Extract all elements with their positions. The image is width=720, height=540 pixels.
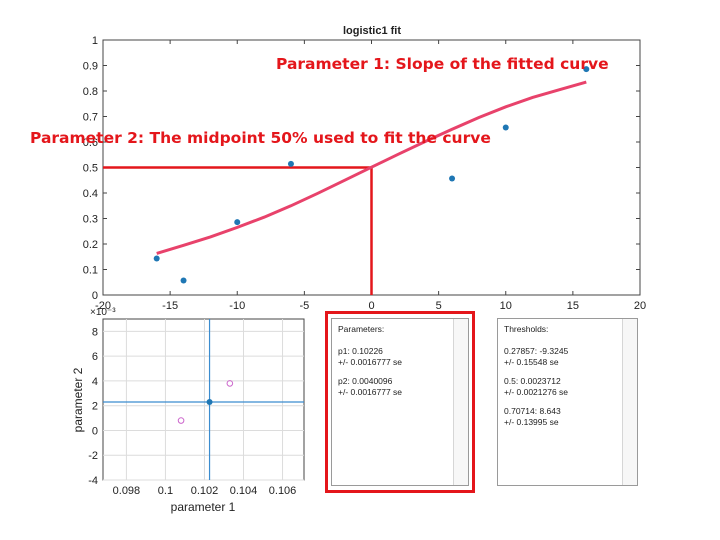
parameters-panel: Parameters: p1: 0.10226 +/- 0.0016777 se… bbox=[331, 318, 469, 486]
threshold-1-se: +/- 0.15548 se bbox=[504, 357, 559, 367]
parameter-x-tick-label: 0.104 bbox=[230, 485, 258, 497]
fit-y-tick-label: 0.2 bbox=[83, 239, 98, 251]
fitted-curve bbox=[156, 80, 587, 255]
fit-x-tick-label: 10 bbox=[500, 300, 512, 312]
fit-y-tick-label: 0 bbox=[92, 290, 98, 302]
data-point bbox=[153, 255, 160, 262]
threshold-3-se: +/- 0.13995 se bbox=[504, 417, 559, 427]
fit-y-tick-label: 0.8 bbox=[83, 86, 98, 98]
fit-x-tick-label: -10 bbox=[229, 300, 245, 312]
data-points bbox=[153, 66, 590, 284]
data-point bbox=[180, 277, 187, 284]
parameter-x-tick-label: 0.106 bbox=[269, 485, 297, 497]
parameter-y-tick-label: 6 bbox=[92, 351, 98, 363]
fit-y-tick-label: 0.4 bbox=[83, 188, 98, 200]
thresholds-panel: Thresholds: 0.27857: -9.3245 +/- 0.15548… bbox=[497, 318, 638, 486]
fit-y-tick-label: 0.3 bbox=[83, 214, 98, 226]
parameter-x-tick-label: 0.1 bbox=[158, 485, 173, 497]
fit-x-tick-label: -20 bbox=[95, 300, 111, 312]
threshold-1-block: 0.27857: -9.3245 +/- 0.15548 se bbox=[504, 346, 568, 368]
parameter-estimate-point bbox=[206, 398, 213, 405]
parameter-y-tick-label: 8 bbox=[92, 326, 98, 338]
threshold-2-value: 0.5: 0.0023712 bbox=[504, 376, 561, 386]
parameters-highlight-box bbox=[325, 311, 475, 493]
data-point bbox=[583, 66, 590, 73]
fit-y-tick-label: 0.1 bbox=[83, 265, 98, 277]
fit-y-tick-label: 0.9 bbox=[83, 61, 98, 73]
fit-x-tick-label: -15 bbox=[162, 300, 178, 312]
thresholds-panel-title: Thresholds: bbox=[504, 324, 549, 334]
data-point bbox=[234, 219, 241, 226]
parameter-plot-axes-box bbox=[102, 318, 305, 481]
fit-x-tick-label: 5 bbox=[436, 300, 442, 312]
threshold-2-block: 0.5: 0.0023712 +/- 0.0021276 se bbox=[504, 376, 568, 398]
threshold-2-se: +/- 0.0021276 se bbox=[504, 387, 569, 397]
parameter-sample-point bbox=[226, 380, 234, 387]
threshold-1-value: 0.27857: -9.3245 bbox=[504, 346, 569, 356]
parameter-plot-ticks: 0.098 0.1 0.102 0.104 0.106 -4 -2 0 2 4 6 8 bbox=[88, 326, 296, 497]
parameter-x-tick-label: 0.102 bbox=[191, 485, 219, 497]
parameter-y-tick-label: -2 bbox=[88, 450, 98, 462]
threshold-3-value: 0.70714: 8.643 bbox=[504, 406, 561, 416]
parameter-2-block: p2: 0.0040096 +/- 0.0016777 se bbox=[338, 376, 402, 398]
parameter-points bbox=[177, 380, 234, 424]
parameter-plot-grid bbox=[103, 319, 304, 481]
fit-x-tick-label: 0 bbox=[368, 300, 374, 312]
parameter-sample-point bbox=[177, 417, 185, 424]
midpoint-annotation: Parameter 2: The midpoint 50% used to fi… bbox=[30, 129, 491, 147]
parameter-y-tick-label: 0 bbox=[92, 425, 98, 437]
fit-y-tick-label: 0.5 bbox=[83, 163, 98, 175]
fit-y-tick-label: 0.7 bbox=[83, 112, 98, 124]
parameter-1-se: +/- 0.0016777 se bbox=[338, 357, 403, 367]
parameter-x-tick-label: 0.098 bbox=[113, 485, 141, 497]
fit-y-tick-label: 0.6 bbox=[83, 137, 98, 149]
parameter-2-se: +/- 0.0016777 se bbox=[338, 387, 403, 397]
parameter-plot: 0.098 0.1 0.102 0.104 0.106 -4 -2 0 2 4 6 8 ×10⁻³ p… bbox=[71, 307, 305, 514]
parameter-plot-exponent: ×10⁻³ bbox=[90, 307, 116, 318]
parameter-y-tick-label: 2 bbox=[92, 401, 98, 413]
fit-y-tick-label: 1 bbox=[92, 35, 98, 47]
parameters-panel-scrollbar[interactable] bbox=[453, 319, 468, 485]
thresholds-panel-scrollbar[interactable] bbox=[622, 319, 637, 485]
fit-x-tick-label: -5 bbox=[299, 300, 309, 312]
data-point bbox=[449, 175, 456, 182]
parameter-2-value: p2: 0.0040096 bbox=[338, 376, 393, 386]
fit-x-tick-label: 15 bbox=[567, 300, 579, 312]
fit-plot: logistic1 fit -20 -15 -10 -5 0 5 10 15 20 0 0.1 0.2… bbox=[83, 25, 646, 312]
threshold-3-block: 0.70714: 8.643 +/- 0.13995 se bbox=[504, 406, 561, 428]
midpoint-lines bbox=[103, 166, 373, 295]
fit-plot-title: logistic1 fit bbox=[343, 25, 401, 37]
data-point bbox=[287, 160, 294, 167]
parameter-1-block: p1: 0.10226 +/- 0.0016777 se bbox=[338, 346, 402, 368]
parameter-plot-ylabel: parameter 2 bbox=[71, 367, 85, 432]
parameter-y-tick-label: -4 bbox=[88, 475, 98, 487]
parameter-y-tick-label: 4 bbox=[92, 376, 98, 388]
parameter-plot-xlabel: parameter 1 bbox=[171, 500, 236, 514]
slope-annotation: Parameter 1: Slope of the fitted curve bbox=[276, 55, 609, 73]
parameters-panel-title: Parameters: bbox=[338, 324, 385, 334]
parameter-1-value: p1: 0.10226 bbox=[338, 346, 383, 356]
fit-plot-ticks: -20 -15 -10 -5 0 5 10 15 20 0 0.1 0.2 0.3 0.4 0.5 0.6 0.… bbox=[83, 35, 646, 312]
fit-x-tick-label: 20 bbox=[634, 300, 646, 312]
data-point bbox=[502, 124, 509, 131]
